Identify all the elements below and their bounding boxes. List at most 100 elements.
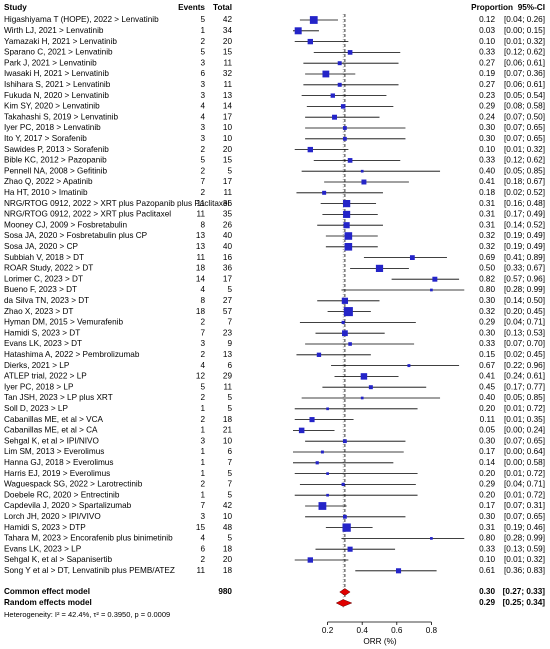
events: 3 <box>200 512 205 521</box>
point-estimate <box>343 439 347 444</box>
point-estimate <box>360 396 364 400</box>
ci-label: [0.04; 0.71] <box>504 318 545 327</box>
proportion: 0.50 <box>479 264 495 273</box>
ci-label: [0.01; 0.72] <box>504 404 545 413</box>
point-estimate <box>375 264 384 272</box>
events: 3 <box>200 58 205 67</box>
total: 10 <box>223 512 233 521</box>
events: 1 <box>200 469 205 478</box>
events: 3 <box>200 436 205 445</box>
events: 11 <box>197 210 206 219</box>
events: 12 <box>196 372 206 381</box>
study-name: Capdevila J, 2020 > Spartalizumab <box>4 501 132 510</box>
study-name: Lorimer C, 2023 > DT <box>4 274 83 283</box>
study-name: Tan JSH, 2023 > LP plus XRT <box>4 393 113 402</box>
proportion: 0.10 <box>479 555 495 564</box>
total: 20 <box>223 145 233 154</box>
ci-label: [0.04; 0.26] <box>504 15 545 24</box>
total: 13 <box>223 350 233 359</box>
total: 6 <box>227 447 232 456</box>
point-estimate <box>343 307 353 317</box>
events: 2 <box>200 318 205 327</box>
proportion: 0.69 <box>479 253 495 262</box>
events: 15 <box>196 523 206 532</box>
proportion: 0.20 <box>479 404 495 413</box>
point-estimate <box>320 450 324 454</box>
header-ci: 95%-CI <box>518 3 545 12</box>
total: 5 <box>227 393 232 402</box>
point-estimate <box>343 126 347 130</box>
proportion: 0.33 <box>479 48 495 57</box>
proportion: 0.14 <box>479 458 495 467</box>
events: 13 <box>196 242 206 251</box>
common-name: Common effect model <box>4 587 90 596</box>
proportion: 0.31 <box>479 220 495 229</box>
study-name: Takahashi S, 2019 > Lenvatinib <box>4 112 118 121</box>
proportion: 0.82 <box>479 274 495 283</box>
events: 8 <box>200 296 205 305</box>
point-estimate <box>343 200 351 208</box>
study-name: Lorch JH, 2020 > IPI/VIVO <box>4 512 101 521</box>
study-name: Ha HT, 2010 > Imatinib <box>4 188 88 197</box>
study-name: Dierks, 2021 > LP <box>4 361 70 370</box>
total: 17 <box>223 112 233 121</box>
events: 11 <box>197 566 206 575</box>
study-name: ROAR Study, 2022 > DT <box>4 264 93 273</box>
events: 2 <box>200 145 205 154</box>
proportion: 0.17 <box>479 501 495 510</box>
total: 18 <box>223 566 233 575</box>
point-estimate <box>341 482 345 486</box>
events: 2 <box>200 350 205 359</box>
point-estimate <box>322 190 327 195</box>
total: 26 <box>223 220 233 229</box>
ci-label: [0.33; 0.67] <box>504 264 545 273</box>
total: 6 <box>227 361 232 370</box>
total: 34 <box>223 26 233 35</box>
study-name: Subbiah V, 2018 > DT <box>4 253 84 262</box>
proportion: 0.15 <box>479 350 495 359</box>
proportion: 0.33 <box>479 339 495 348</box>
total: 23 <box>223 328 233 337</box>
events: 1 <box>200 490 205 499</box>
total: 27 <box>223 296 233 305</box>
point-estimate <box>337 61 342 66</box>
ci-label: [0.07; 0.50] <box>504 112 545 121</box>
study-name: Sehgal K, et al > IPI/NIVO <box>4 436 99 445</box>
ci-label: [0.22; 0.96] <box>504 361 545 370</box>
events: 13 <box>196 231 206 240</box>
ci-label: [0.07; 0.65] <box>504 134 545 143</box>
total: 21 <box>223 426 233 435</box>
point-estimate <box>307 146 313 153</box>
total: 17 <box>223 274 233 283</box>
random-name: Random effects model <box>4 598 92 607</box>
total: 40 <box>223 231 233 240</box>
ci-label: [0.24; 0.61] <box>504 372 545 381</box>
point-estimate <box>309 417 315 423</box>
common-total: 980 <box>218 587 232 596</box>
study-name: Zhao X, 2023 > DT <box>4 307 73 316</box>
header-events: Events <box>178 3 205 12</box>
ci-label: [0.01; 0.32] <box>504 145 545 154</box>
point-estimate <box>294 27 302 35</box>
proportion: 0.11 <box>480 415 496 424</box>
study-name: Evans LK, 2023 > LP <box>4 544 82 553</box>
proportion: 0.05 <box>479 426 495 435</box>
total: 5 <box>227 404 232 413</box>
total: 29 <box>223 372 233 381</box>
point-estimate <box>430 537 433 540</box>
study-name: Cabanillas ME, et al > VCA <box>4 415 104 424</box>
point-estimate <box>368 385 373 390</box>
study-name: NRG/RTOG 0912, 2022 > XRT plus Pazopanib… <box>4 199 230 208</box>
total: 42 <box>223 501 233 510</box>
proportion: 0.80 <box>479 285 495 294</box>
study-name: Hanna GJ, 2018 > Everolimus <box>4 458 113 467</box>
events: 2 <box>200 37 205 46</box>
point-estimate <box>347 158 353 163</box>
ci-label: [0.00; 0.24] <box>504 426 545 435</box>
ci-label: [0.07; 0.65] <box>504 123 545 132</box>
events: 4 <box>200 285 205 294</box>
point-estimate <box>341 320 345 324</box>
total: 36 <box>223 199 233 208</box>
point-estimate <box>322 70 330 78</box>
